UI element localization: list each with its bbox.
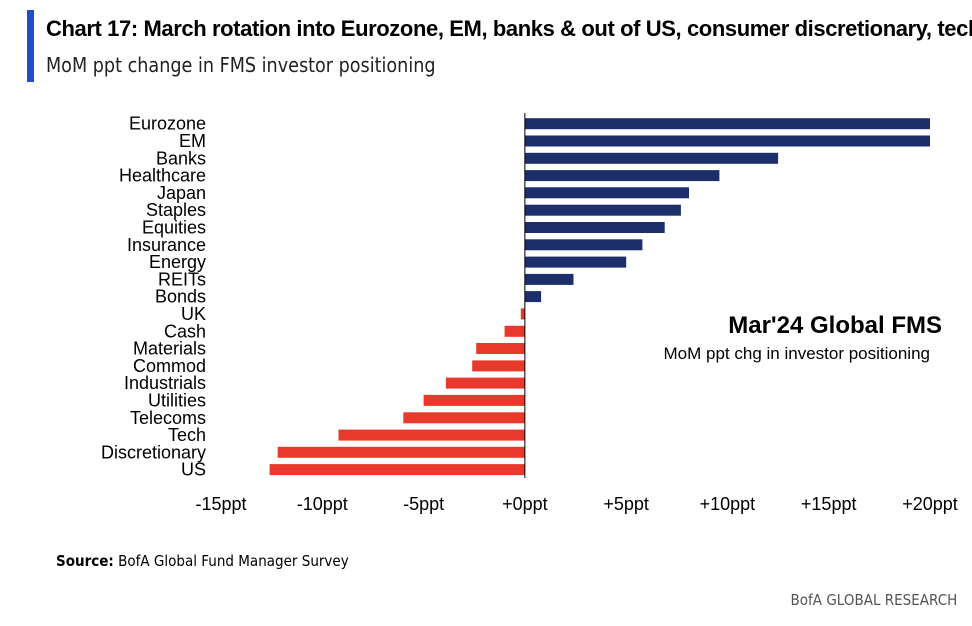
category-label-staples: Staples [146, 200, 206, 220]
category-label-materials: Materials [133, 339, 206, 359]
category-label-industrials: Industrials [124, 373, 206, 393]
category-label-eurozone: Eurozone [129, 114, 206, 134]
title-accent-bar [27, 10, 34, 82]
category-label-discretionary: Discretionary [101, 442, 206, 462]
category-label-healthcare: Healthcare [119, 166, 206, 186]
category-label-banks: Banks [156, 148, 206, 168]
bars-group [269, 118, 930, 476]
bar-industrials [445, 377, 525, 389]
bar-bonds [524, 291, 542, 303]
x-tick-label: +5ppt [603, 494, 649, 514]
category-label-tech: Tech [168, 425, 206, 445]
x-tick-label: +0ppt [502, 494, 548, 514]
source-note: Source: BofA Global Fund Manager Survey [56, 552, 349, 570]
chart-title: Chart 17: March rotation into Eurozone, … [46, 16, 972, 41]
bar-staples [524, 204, 681, 216]
x-tick-label: -5ppt [403, 494, 444, 514]
x-tick-labels: -15ppt -10ppt -5ppt +0ppt +5ppt +10ppt +15ppt +… [195, 494, 957, 514]
annotation-heading: Mar'24 Global FMS [728, 312, 942, 339]
category-label-reits: REITs [158, 269, 206, 289]
bar-healthcare [524, 170, 720, 182]
category-label-insurance: Insurance [127, 235, 206, 255]
bar-us [269, 464, 525, 476]
category-label-cash: Cash [164, 321, 206, 341]
chart-subtitle: MoM ppt change in FMS investor positioni… [46, 53, 436, 77]
brand-footer: BofA GLOBAL RESEARCH [790, 591, 957, 609]
x-tick-label: -10ppt [297, 494, 348, 514]
source-label: Source: [56, 552, 114, 570]
bar-materials [476, 343, 525, 354]
x-tick-label: +20ppt [902, 494, 958, 514]
category-label-energy: Energy [149, 252, 206, 272]
bar-equities [524, 222, 665, 233]
bar-japan [524, 187, 689, 199]
bar-insurance [524, 239, 643, 251]
category-label-commod: Commod [133, 356, 206, 376]
category-labels: EurozoneEMBanksHealthcareJapanStaplesEqu… [101, 114, 206, 480]
category-label-telecoms: Telecoms [130, 408, 206, 428]
x-tick-label: +10ppt [700, 494, 756, 514]
bar-discretionary [277, 446, 525, 458]
category-label-utilities: Utilities [148, 390, 206, 410]
bar-commod [472, 360, 525, 372]
bar-banks [524, 152, 779, 164]
bar-uk [520, 308, 525, 320]
bar-energy [524, 256, 627, 268]
category-label-us: US [181, 460, 206, 480]
category-label-uk: UK [181, 304, 206, 324]
bar-reits [524, 273, 574, 285]
bar-tech [338, 429, 525, 441]
bar-telecoms [403, 412, 525, 424]
category-label-equities: Equities [142, 218, 206, 238]
bar-cash [504, 325, 525, 337]
source-text: BofA Global Fund Manager Survey [118, 552, 349, 570]
bar-eurozone [524, 118, 930, 130]
bar-em [524, 135, 930, 147]
category-label-em: EM [179, 131, 206, 151]
annotation-text: MoM ppt chg in investor positioning [664, 344, 930, 363]
bar-utilities [423, 394, 525, 406]
category-label-japan: Japan [157, 183, 206, 203]
category-label-bonds: Bonds [155, 287, 206, 307]
x-tick-label: -15ppt [195, 494, 246, 514]
x-tick-label: +15ppt [801, 494, 857, 514]
